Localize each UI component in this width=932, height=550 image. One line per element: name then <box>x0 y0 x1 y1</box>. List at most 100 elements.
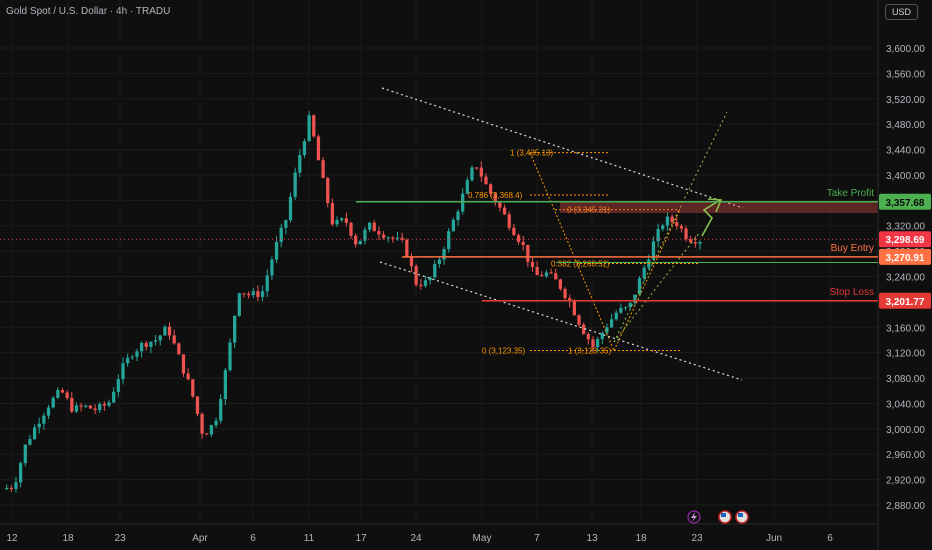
candle-body <box>233 315 237 343</box>
price-tick-label: 2,920.00 <box>886 476 925 487</box>
us-flag-canton-icon <box>721 513 726 517</box>
candle-body <box>558 279 563 289</box>
candle-body <box>367 222 372 230</box>
time-tick-label: 6 <box>250 533 256 544</box>
candle-body <box>391 237 395 239</box>
candle-body <box>335 220 339 225</box>
fib-label: 0.786 (3,368.4) <box>468 191 523 200</box>
candle-body <box>670 216 674 223</box>
candle-body <box>377 231 381 235</box>
candle-body <box>42 415 46 424</box>
time-tick-label: 24 <box>410 533 422 544</box>
currency-button[interactable]: USD <box>884 4 918 20</box>
candle-body <box>675 222 679 227</box>
price-tick-label: 3,040.00 <box>886 399 925 410</box>
candle-body <box>623 307 628 309</box>
channel-upper-line <box>381 87 744 209</box>
rising-channel-upper <box>613 111 728 343</box>
candle-body <box>428 277 432 281</box>
candle-body <box>405 239 409 257</box>
fib-label: 0 (3,123.35) <box>482 347 525 356</box>
candle-body <box>577 315 581 325</box>
candle-body <box>628 302 632 308</box>
price-tick-label: 3,160.00 <box>886 323 925 334</box>
candle-body <box>423 280 428 286</box>
candle-body <box>112 391 116 403</box>
candle-body <box>163 326 167 336</box>
candle-body <box>251 291 255 296</box>
candle-body <box>172 335 176 344</box>
candle-body <box>102 404 107 406</box>
candle-body <box>493 193 497 203</box>
candle-body <box>74 405 79 412</box>
time-tick-label: 18 <box>635 533 647 544</box>
candle-body <box>665 216 670 226</box>
candle-body <box>465 180 469 194</box>
candle-body <box>191 379 195 397</box>
stop-loss-tag <box>879 292 931 309</box>
candle-body <box>414 266 418 285</box>
price-tick-label: 3,000.00 <box>886 425 925 436</box>
candle-body <box>540 275 544 277</box>
candle-body <box>32 427 37 440</box>
candle-body <box>28 439 32 445</box>
us-flag-canton-icon <box>738 513 743 517</box>
candle-body <box>479 167 483 177</box>
candle-body <box>181 354 186 374</box>
fib-label: 0 (3,345.31) <box>567 206 610 215</box>
candle-body <box>195 396 200 414</box>
candle-body <box>219 399 223 421</box>
candle-body <box>130 356 134 358</box>
candle-body <box>507 214 511 228</box>
candle-body <box>456 211 460 220</box>
candle-body <box>349 222 353 236</box>
candle-body <box>651 241 656 260</box>
candle-body <box>609 319 614 328</box>
candle-body <box>321 160 325 178</box>
candle-body <box>153 340 158 342</box>
candle-body <box>363 229 367 241</box>
price-tick-label: 3,320.00 <box>886 222 925 233</box>
candle-body <box>498 202 502 208</box>
candle-body <box>274 241 279 260</box>
price-levels: Take Profit Buy Entry Stop Loss 3,357.68 3,2… <box>0 188 931 309</box>
candle-body <box>554 273 558 280</box>
candle-body <box>442 249 446 260</box>
buy-entry-price: 3,270.91 <box>886 253 925 264</box>
candle-body <box>242 293 246 295</box>
fib-diagonal <box>613 209 681 351</box>
candle-body <box>126 357 130 364</box>
candle-body <box>51 397 55 408</box>
projection-arrow <box>701 199 721 237</box>
candle-body <box>419 284 423 286</box>
take-profit-label: Take Profit <box>827 188 874 199</box>
candle-body <box>530 261 535 268</box>
candle-body <box>451 219 456 232</box>
candle-body <box>284 220 288 228</box>
candle-body <box>107 402 111 406</box>
candle-body <box>526 244 530 262</box>
candle-body <box>461 193 465 212</box>
candle-body <box>302 141 307 156</box>
candle-body <box>214 420 218 426</box>
candle-body <box>260 291 265 297</box>
candle-body <box>591 339 595 347</box>
candle-body <box>330 203 335 225</box>
fib-label: 1 (3,123.35) <box>568 347 611 356</box>
candle-body <box>205 433 209 435</box>
candle-body <box>223 370 227 400</box>
rising-channel-lower <box>613 231 701 343</box>
candle-body <box>475 167 479 169</box>
candle-body <box>9 487 13 489</box>
fib-label: 1 (3,435.13) <box>510 149 553 158</box>
candle-body <box>619 307 623 313</box>
price-tick-label: 3,600.00 <box>886 44 925 55</box>
candle-body <box>158 335 162 341</box>
candle-body <box>605 327 609 333</box>
candle-body <box>18 463 23 483</box>
candle-body <box>23 444 27 464</box>
time-tick-label: Jun <box>766 533 782 544</box>
time-tick-label: 6 <box>827 533 833 544</box>
candle-body <box>409 256 414 267</box>
